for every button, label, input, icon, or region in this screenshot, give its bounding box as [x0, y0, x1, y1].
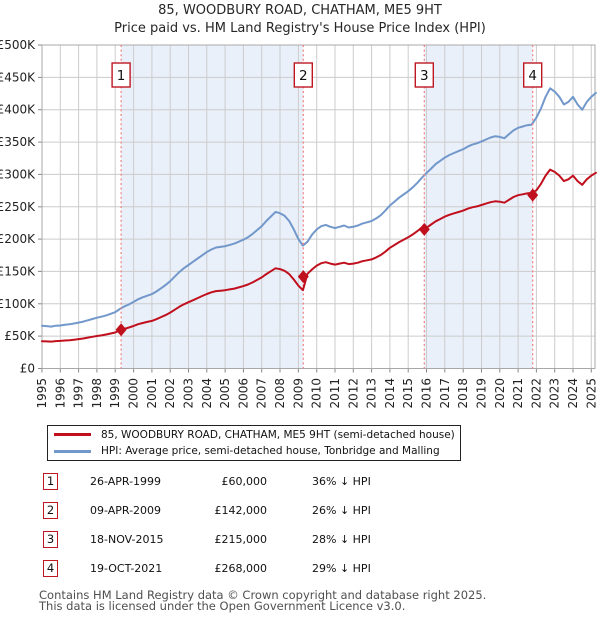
- x-axis-tick-label: 2020: [493, 378, 507, 409]
- sale-marker-diamond: [115, 323, 127, 337]
- sale-badge-number: 4: [528, 68, 537, 84]
- x-axis-tick-label: 2012: [346, 378, 360, 409]
- x-axis-tick-label: 2007: [255, 378, 269, 409]
- sale-hpi-delta: 29% ↓ HPI: [312, 562, 371, 575]
- x-axis-tick-label: 2023: [548, 378, 562, 409]
- x-axis-tick-label: 2002: [163, 378, 177, 409]
- y-axis-tick-label: £100K: [0, 297, 36, 311]
- x-axis-tick-label: 2016: [420, 378, 434, 409]
- y-axis-tick-label: £250K: [0, 200, 36, 214]
- sale-price: £60,000: [221, 475, 268, 488]
- sale-number-badge: 3: [43, 531, 58, 548]
- sale-badge-box: [523, 62, 543, 88]
- sale-number-badge: 2: [43, 502, 58, 519]
- y-axis-tick-label: £450K: [0, 70, 36, 84]
- x-axis-tick-label: 2001: [145, 378, 159, 409]
- x-axis-tick-label: 2009: [291, 378, 305, 409]
- table-row: 3 18-NOV-2015 £215,000 28% ↓ HPI: [0, 530, 600, 559]
- x-axis-tick-label: 1998: [90, 378, 104, 409]
- y-axis-tick-label: £50K: [4, 329, 36, 343]
- x-axis-tick-label: 2000: [127, 378, 141, 409]
- sale-date: 26-APR-1999: [90, 475, 162, 488]
- x-axis-tick-label: 2008: [273, 378, 287, 409]
- x-axis-tick-label: 2022: [529, 378, 543, 409]
- x-axis-tick-label: 1999: [108, 378, 122, 409]
- x-axis-tick-label: 2004: [200, 378, 214, 409]
- sale-marker-diamond: [418, 222, 430, 236]
- sale-date: 19-OCT-2021: [90, 562, 163, 575]
- x-axis-tick-label: 2015: [401, 378, 415, 409]
- price-paid-line: [41, 168, 597, 343]
- sale-hpi-delta: 28% ↓ HPI: [312, 533, 371, 546]
- sale-badge-box: [111, 62, 131, 88]
- x-axis-tick-label: 2010: [310, 378, 324, 409]
- hpi-line-swatch: [54, 449, 91, 453]
- x-axis-tick-label: 2013: [365, 378, 379, 409]
- x-axis-tick-label: 2011: [328, 378, 342, 409]
- y-axis-tick-label: £200K: [0, 232, 36, 246]
- y-axis-tick-label: £150K: [0, 264, 36, 278]
- table-row: 2 09-APR-2009 £142,000 26% ↓ HPI: [0, 501, 600, 530]
- legend-entry-hpi: HPI: Average price, semi-detached house,…: [54, 444, 460, 459]
- table-row: 4 19-OCT-2021 £268,000 29% ↓ HPI: [0, 559, 600, 588]
- y-axis-tick-label: £350K: [0, 135, 36, 149]
- x-axis-tick-label: 2021: [511, 378, 525, 409]
- sale-badge-number: 2: [299, 68, 308, 84]
- hpi-line: [41, 87, 597, 328]
- legend-label-hpi: HPI: Average price, semi-detached house,…: [101, 445, 440, 458]
- sale-marker-diamond: [297, 270, 309, 284]
- legend-label-price-paid: 85, WOODBURY ROAD, CHATHAM, ME5 9HT (sem…: [101, 428, 455, 441]
- chart-legend: 85, WOODBURY ROAD, CHATHAM, ME5 9HT (sem…: [47, 425, 461, 461]
- sales-table: 1 26-APR-1999 £60,000 36% ↓ HPI 2 09-APR…: [0, 472, 600, 588]
- y-axis-tick-label: £0: [20, 362, 35, 376]
- table-row: 1 26-APR-1999 £60,000 36% ↓ HPI: [0, 472, 600, 501]
- x-axis-tick-label: 2005: [218, 378, 232, 409]
- y-axis-tick-label: £300K: [0, 167, 36, 181]
- page-subtitle: Price paid vs. HM Land Registry's House …: [114, 21, 486, 36]
- sale-price: £215,000: [214, 533, 268, 546]
- x-axis-tick-label: 2003: [182, 378, 196, 409]
- x-axis-tick-label: 2025: [584, 378, 598, 409]
- price-history-chart: £0 £50K £100K £150K £200K £250K £300K £350K £400…: [0, 38, 598, 409]
- x-axis-tick-label: 2019: [475, 378, 489, 409]
- sale-date: 18-NOV-2015: [90, 533, 164, 546]
- x-axis-tick-label: 2024: [566, 378, 580, 409]
- x-axis-tick-label: 2018: [456, 378, 470, 409]
- sale-price: £142,000: [214, 504, 268, 517]
- x-axis-tick-label: 2017: [438, 378, 452, 409]
- x-axis-tick-label: 1995: [35, 378, 49, 409]
- sale-price: £268,000: [214, 562, 268, 575]
- legend-entry-price-paid: 85, WOODBURY ROAD, CHATHAM, ME5 9HT (sem…: [54, 427, 460, 442]
- sale-date: 09-APR-2009: [90, 504, 162, 517]
- sale-badge-number: 3: [420, 68, 429, 84]
- sale-badge-number: 1: [117, 68, 126, 84]
- x-axis-tick-label: 2014: [383, 378, 397, 409]
- footer-licence: This data is licensed under the Open Gov…: [39, 599, 406, 613]
- sale-badge-box: [414, 62, 434, 88]
- x-axis-tick-label: 2006: [236, 378, 250, 409]
- sale-hpi-delta: 36% ↓ HPI: [312, 475, 371, 488]
- footer-copyright: Contains HM Land Registry data © Crown c…: [39, 588, 487, 602]
- price-paid-line-swatch: [54, 433, 91, 437]
- page-title: 85, WOODBURY ROAD, CHATHAM, ME5 9HT: [158, 3, 442, 18]
- sale-number-badge: 4: [43, 560, 58, 577]
- sale-badge-box: [293, 62, 313, 88]
- y-axis-tick-label: £400K: [0, 103, 36, 117]
- x-axis-tick-label: 1996: [53, 378, 67, 409]
- sale-number-badge: 1: [43, 473, 58, 490]
- sale-marker-diamond: [527, 188, 539, 202]
- x-axis-tick-label: 1997: [72, 378, 86, 409]
- y-axis-tick-label: £500K: [0, 38, 36, 52]
- sale-hpi-delta: 26% ↓ HPI: [312, 504, 371, 517]
